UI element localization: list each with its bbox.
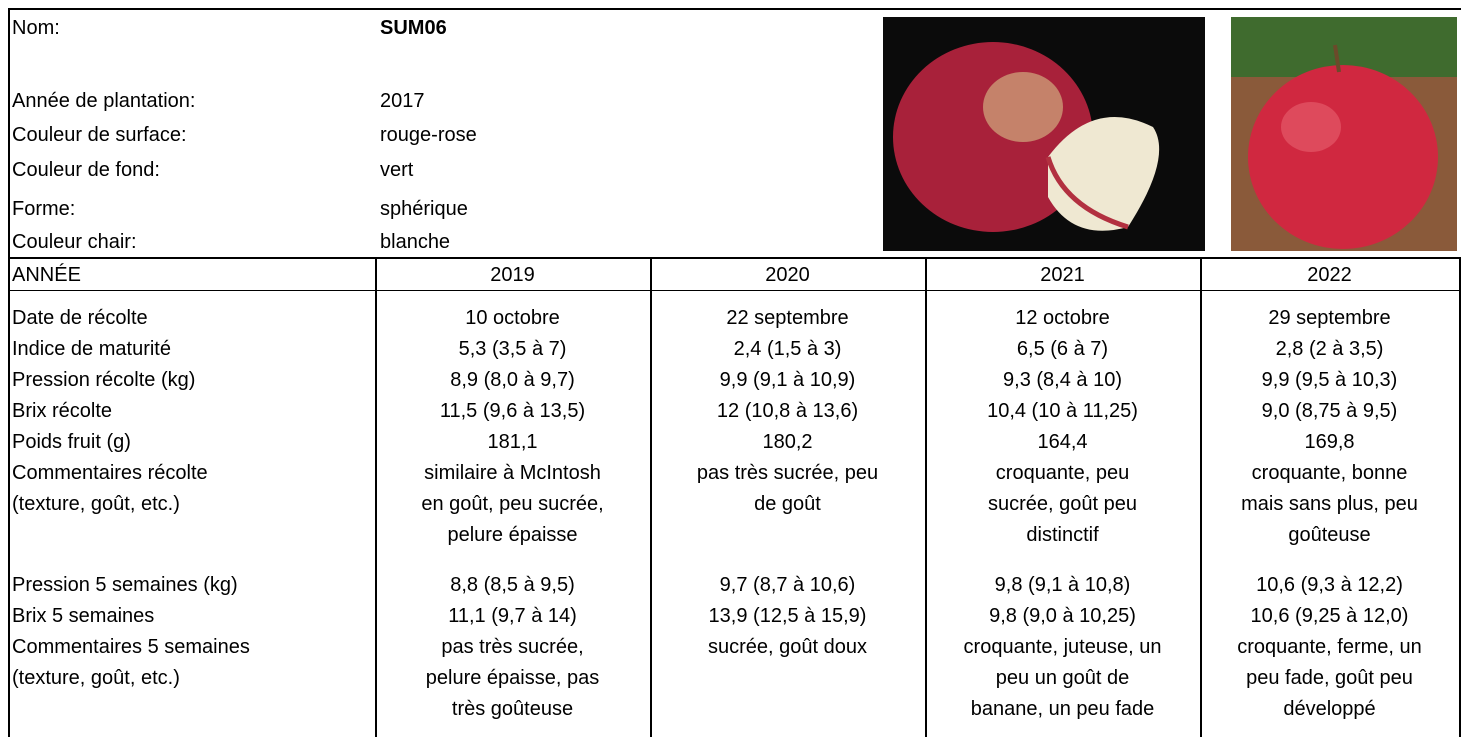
cell: croquante, ferme, un xyxy=(1237,636,1422,658)
cell: 164,4 xyxy=(1037,431,1088,453)
cell: 5,3 (3,5 à 7) xyxy=(458,338,567,360)
field-value: sphérique xyxy=(380,198,468,220)
cell: 9,7 (8,7 à 10,6) xyxy=(719,574,856,596)
photo-whole-apple xyxy=(1231,17,1457,251)
rule xyxy=(375,258,377,737)
cell: 169,8 xyxy=(1304,431,1355,453)
cell: 11,1 (9,7 à 14) xyxy=(448,605,577,627)
cell: 29 septembre xyxy=(1268,307,1391,329)
field-label: Année de plantation: xyxy=(12,90,196,112)
cell: mais sans plus, peu xyxy=(1241,493,1418,515)
row-label: Poids fruit (g) xyxy=(12,431,131,453)
field-label: Forme: xyxy=(12,198,76,220)
cell: 10,4 (10 à 11,25) xyxy=(987,400,1138,422)
cell: 10,6 (9,25 à 12,0) xyxy=(1250,605,1409,627)
field-value: 2017 xyxy=(380,90,425,112)
cell: 2,4 (1,5 à 3) xyxy=(733,338,842,360)
cell: 9,9 (9,5 à 10,3) xyxy=(1261,369,1398,391)
photo-cut-apple xyxy=(883,17,1205,251)
field-label: Nom: xyxy=(12,17,60,39)
cell: développé xyxy=(1283,698,1376,720)
cell: sucrée, goût doux xyxy=(708,636,867,658)
rule xyxy=(8,8,1461,10)
row-label: (texture, goût, etc.) xyxy=(12,493,180,515)
column-header: 2022 xyxy=(1307,264,1352,286)
rule xyxy=(8,8,10,737)
row-label: Pression 5 semaines (kg) xyxy=(12,574,238,596)
row-label: Brix 5 semaines xyxy=(12,605,155,627)
column-header: 2020 xyxy=(765,264,810,286)
cell: 8,9 (8,0 à 9,7) xyxy=(450,369,575,391)
rule xyxy=(1459,258,1461,737)
cell: distinctif xyxy=(1026,524,1099,546)
cell: goûteuse xyxy=(1288,524,1371,546)
cell: pelure épaisse xyxy=(447,524,578,546)
cell: 180,2 xyxy=(762,431,813,453)
cell: pelure épaisse, pas xyxy=(425,667,600,689)
cell: 181,1 xyxy=(487,431,538,453)
cell: similaire à McIntosh xyxy=(424,462,601,484)
column-header: ANNÉE xyxy=(12,264,81,286)
cell: 22 septembre xyxy=(726,307,849,329)
row-label: Brix récolte xyxy=(12,400,113,422)
cell: 13,9 (12,5 à 15,9) xyxy=(708,605,867,627)
row-label: Commentaires récolte xyxy=(12,462,208,484)
cell: 12 octobre xyxy=(1015,307,1110,329)
cell: 11,5 (9,6 à 13,5) xyxy=(439,400,586,422)
cell: sucrée, goût peu xyxy=(988,493,1137,515)
field-value: vert xyxy=(380,159,414,181)
rule xyxy=(8,257,1461,259)
row-label: Indice de maturité xyxy=(12,338,171,360)
cell: peu fade, goût peu xyxy=(1246,667,1413,689)
cell: 12 (10,8 à 13,6) xyxy=(716,400,859,422)
cell: 9,0 (8,75 à 9,5) xyxy=(1261,400,1398,422)
cell: très goûteuse xyxy=(451,698,574,720)
cell: croquante, peu xyxy=(995,462,1130,484)
rule xyxy=(650,258,652,737)
cell: croquante, juteuse, un xyxy=(963,636,1162,658)
cell: 9,8 (9,1 à 10,8) xyxy=(994,574,1131,596)
cell: 8,8 (8,5 à 9,5) xyxy=(450,574,575,596)
cell: 9,3 (8,4 à 10) xyxy=(1003,369,1122,391)
cell: pas très sucrée, peu xyxy=(696,462,879,484)
field-value: SUM06 xyxy=(380,17,447,39)
cell: en goût, peu sucrée, xyxy=(421,493,604,515)
cell: 6,5 (6 à 7) xyxy=(1016,338,1109,360)
cell: de goût xyxy=(754,493,821,515)
row-label: Date de récolte xyxy=(12,307,148,329)
field-label: Couleur chair: xyxy=(12,231,137,253)
rule xyxy=(8,290,1461,291)
cell: 9,8 (9,0 à 10,25) xyxy=(989,605,1136,627)
cell: 10,6 (9,3 à 12,2) xyxy=(1256,574,1403,596)
field-value: blanche xyxy=(380,231,451,253)
cell: banane, un peu fade xyxy=(970,698,1155,720)
cell: 10 octobre xyxy=(465,307,560,329)
row-label: (texture, goût, etc.) xyxy=(12,667,180,689)
cell: peu un goût de xyxy=(995,667,1130,689)
rule xyxy=(925,258,927,737)
column-header: 2021 xyxy=(1040,264,1085,286)
row-label: Commentaires 5 semaines xyxy=(12,636,250,658)
cell: croquante, bonne xyxy=(1251,462,1408,484)
field-label: Couleur de surface: xyxy=(12,124,187,146)
field-label: Couleur de fond: xyxy=(12,159,160,181)
cell: 2,8 (2 à 3,5) xyxy=(1275,338,1384,360)
column-header: 2019 xyxy=(490,264,535,286)
row-label: Pression récolte (kg) xyxy=(12,369,196,391)
field-value: rouge-rose xyxy=(380,124,477,146)
cell: 9,9 (9,1 à 10,9) xyxy=(719,369,856,391)
cell: pas très sucrée, xyxy=(441,636,584,658)
rule xyxy=(1200,258,1202,737)
